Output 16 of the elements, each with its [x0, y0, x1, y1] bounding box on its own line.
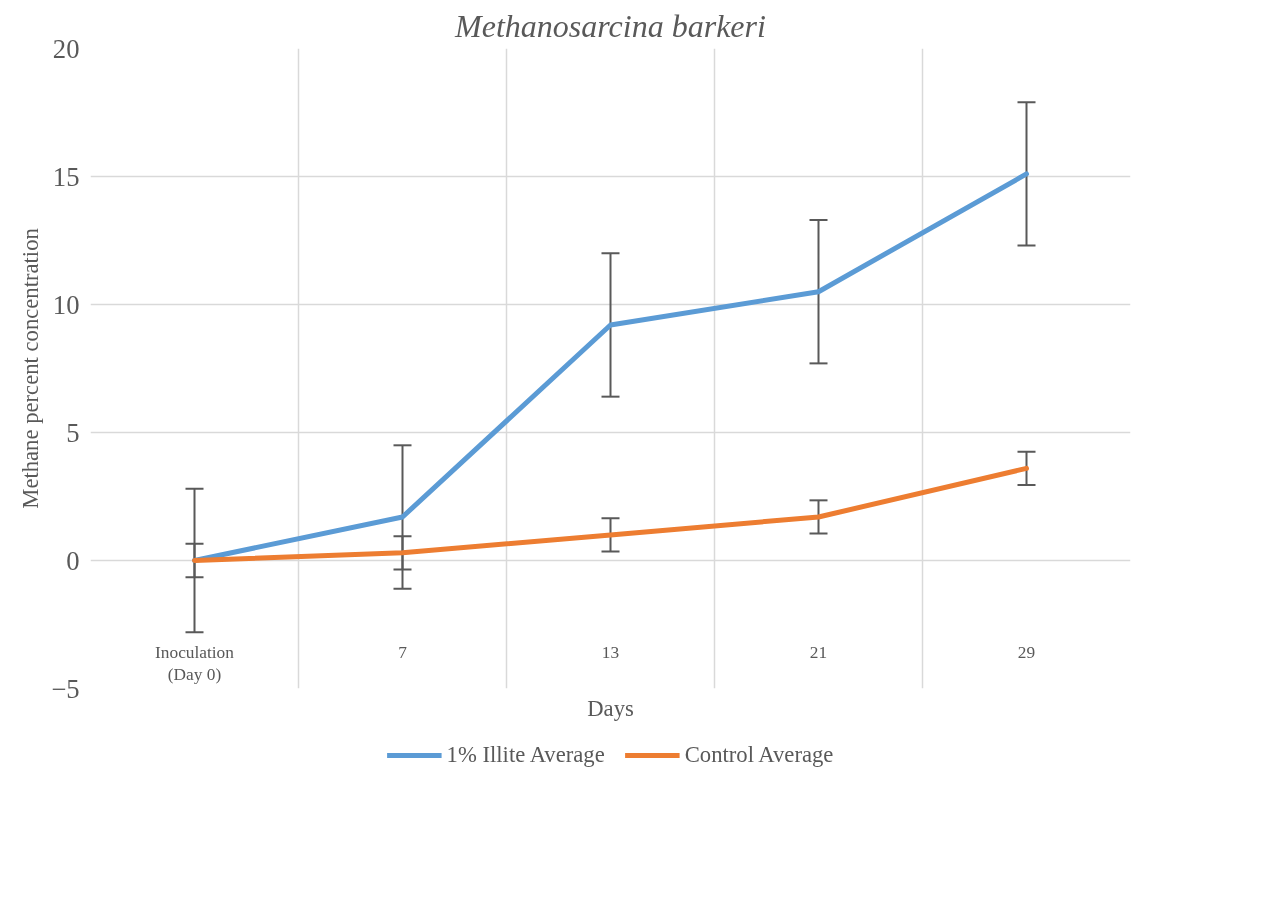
chart-title: Methanosarcina barkeri	[454, 7, 766, 44]
x-tick-label: 13	[601, 642, 620, 662]
y-tick-label: 0	[66, 545, 80, 576]
y-tick-label: −5	[51, 673, 80, 704]
legend-label: Control Average	[684, 742, 834, 768]
legend-label: 1% Illite Average	[446, 742, 605, 768]
x-tick-label: 29	[1017, 642, 1036, 662]
y-tick-label: 15	[52, 161, 80, 192]
x-tick-label: 7	[398, 642, 408, 662]
y-tick-label: 20	[52, 33, 80, 64]
x-axis-title: Days	[587, 695, 634, 721]
y-tick-label: 5	[66, 417, 80, 448]
y-axis-title: Methane percent concentration	[18, 228, 44, 509]
y-tick-label: 10	[52, 289, 80, 320]
x-tick-label: Inoculation (Day 0)	[155, 642, 235, 685]
x-tick-label: 21	[809, 642, 828, 662]
